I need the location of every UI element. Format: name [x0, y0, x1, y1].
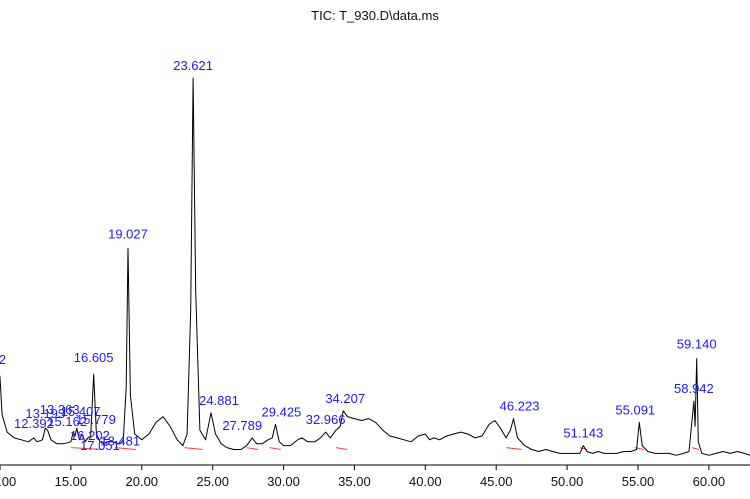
peak-label: 34.207: [325, 391, 365, 406]
x-tick-label: 10.00: [0, 474, 16, 489]
peak-labels: 9.992 12.39213.19313.36315.16215.40715.77…: [0, 58, 717, 453]
integration-baseline: [184, 447, 203, 451]
peak-label: 46.223: [500, 399, 540, 414]
integration-baseline: [70, 447, 104, 451]
chart-title: TIC: T_930.D\data.ms: [311, 8, 439, 23]
x-tick-label: 30.00: [267, 474, 300, 489]
peak-label: 15.779: [76, 412, 116, 427]
peak-label: 19.027: [108, 226, 148, 241]
peak-label: 29.425: [262, 404, 302, 419]
peak-label: 32.966: [306, 412, 346, 427]
integration-baseline: [269, 447, 281, 451]
x-tick-label: 20.00: [126, 474, 159, 489]
integration-baseline: [691, 447, 700, 451]
peak-label: 9.992: [0, 352, 6, 367]
peak-label: 18.481: [100, 434, 140, 449]
peak-label: 27.789: [222, 418, 262, 433]
peak-label: 51.143: [563, 426, 603, 441]
x-tick-label: 45.00: [480, 474, 513, 489]
peak-label: 16.202: [70, 428, 110, 443]
peak-label: 55.091: [615, 402, 655, 417]
x-tick-label: 40.00: [409, 474, 442, 489]
peak-label: 17.051: [80, 438, 120, 453]
peak-label: 59.140: [677, 337, 717, 352]
x-tick-label: 50.00: [551, 474, 584, 489]
peak-label: 15.407: [61, 404, 101, 419]
x-tick-label: 15.00: [55, 474, 88, 489]
integration-baseline: [506, 447, 522, 451]
peak-label: 58.942: [674, 381, 714, 396]
peak-label: 24.881: [199, 393, 239, 408]
x-tick-label: 55.00: [622, 474, 655, 489]
peak-label: 13.363: [40, 402, 80, 417]
peak-label: 16.605: [74, 350, 114, 365]
peak-label: 12.392: [14, 416, 54, 431]
integration-baseline: [246, 447, 259, 451]
peak-label: 23.621: [173, 58, 213, 73]
x-tick-label: 25.00: [196, 474, 229, 489]
integration-baseline: [114, 447, 137, 451]
x-tick-label: 35.00: [338, 474, 371, 489]
integration-baseline: [335, 447, 348, 451]
x-axis: 10.00 15.00 20.00 25.00 30.00 35.00 40.00 45.00…: [0, 464, 750, 489]
tic-trace: [0, 77, 750, 456]
x-tick-label: 60.00: [693, 474, 726, 489]
trace-layer: [0, 77, 750, 456]
peak-label: 13.193: [25, 406, 65, 421]
peak-label: 15.162: [47, 414, 87, 429]
